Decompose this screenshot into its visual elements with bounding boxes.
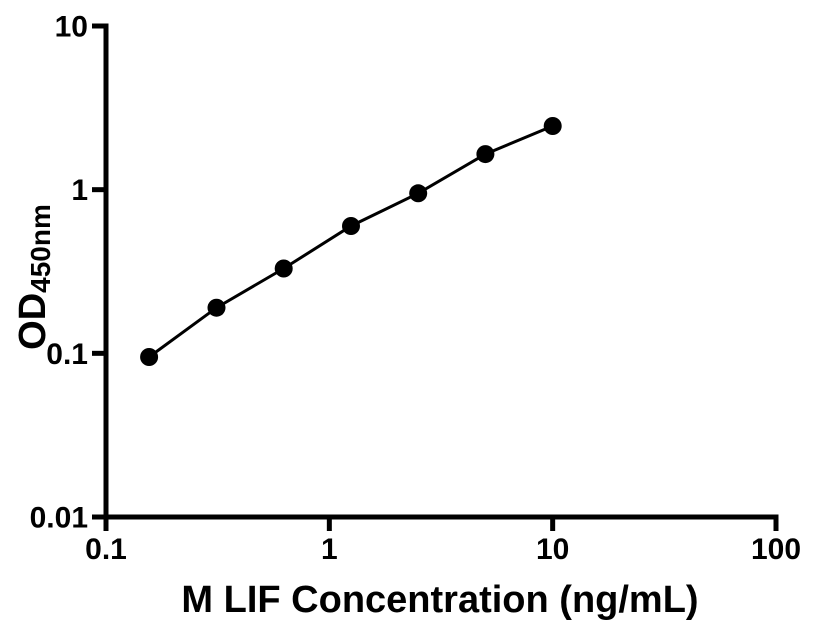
y-axis-title-main: OD [12, 292, 54, 350]
series-line [148, 124, 554, 359]
x-tick-label: 1 [321, 533, 338, 566]
y-tick-label: 0.01 [30, 502, 88, 535]
x-tick-label: 10 [536, 533, 569, 566]
y-tick-label: 1 [71, 174, 88, 207]
data-point [342, 217, 360, 235]
data-point [140, 348, 159, 366]
y-tick-label: 0.1 [46, 338, 88, 371]
x-tick-label: 100 [751, 533, 801, 566]
y-axis-title: OD450nm [12, 204, 56, 350]
data-point [543, 117, 562, 135]
data-point [409, 184, 428, 203]
x-axis-title: M LIF Concentration (ng/mL) [181, 579, 699, 621]
y-axis-title-subscript: 450nm [25, 204, 56, 293]
y-tick-label: 10 [55, 11, 88, 44]
data-point [207, 298, 226, 317]
data-point [476, 145, 495, 164]
x-tick-label: 0.1 [85, 533, 127, 566]
data-point [274, 259, 293, 278]
